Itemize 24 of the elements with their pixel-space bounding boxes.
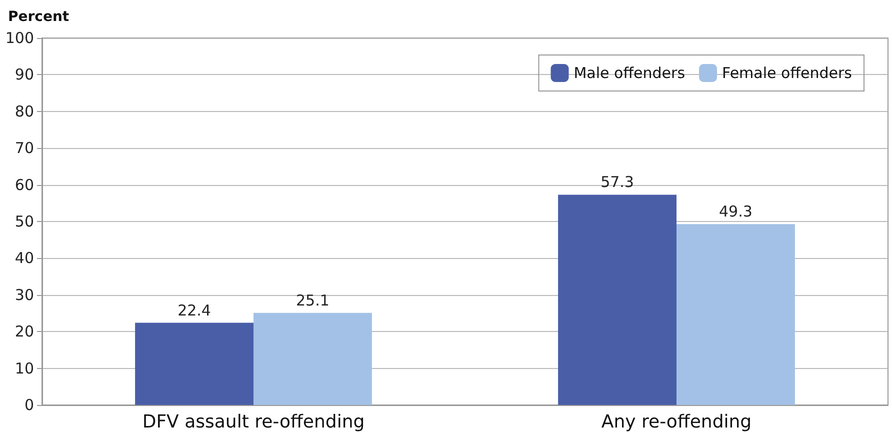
data-label: 22.4 <box>178 301 211 320</box>
y-tick-label: 10 <box>14 359 34 378</box>
x-tick-label: Any re-offending <box>601 412 752 432</box>
y-tick-label: 30 <box>14 286 34 304</box>
bar <box>254 312 372 405</box>
x-tick-label: DFV assault re-offending <box>142 412 365 432</box>
y-tick-label: 20 <box>14 322 34 341</box>
legend-label: Male offenders <box>574 64 686 82</box>
data-label: 57.3 <box>600 173 634 192</box>
bar <box>558 194 676 405</box>
y-tick-label: 80 <box>14 102 34 120</box>
data-label: 49.3 <box>719 202 752 221</box>
data-label: 25.1 <box>296 291 330 310</box>
y-tick-label: 0 <box>24 396 34 414</box>
y-tick-label: 70 <box>14 139 34 158</box>
bar <box>676 224 795 405</box>
legend-label: Female offenders <box>722 64 852 82</box>
y-tick-label: 40 <box>14 249 34 268</box>
bar <box>135 322 254 405</box>
y-axis-title: Percent <box>8 9 70 25</box>
y-tick-label: 60 <box>14 176 34 194</box>
y-tick-label: 100 <box>5 29 34 47</box>
y-tick-label: 90 <box>14 66 34 84</box>
y-tick-label: 50 <box>14 212 34 230</box>
